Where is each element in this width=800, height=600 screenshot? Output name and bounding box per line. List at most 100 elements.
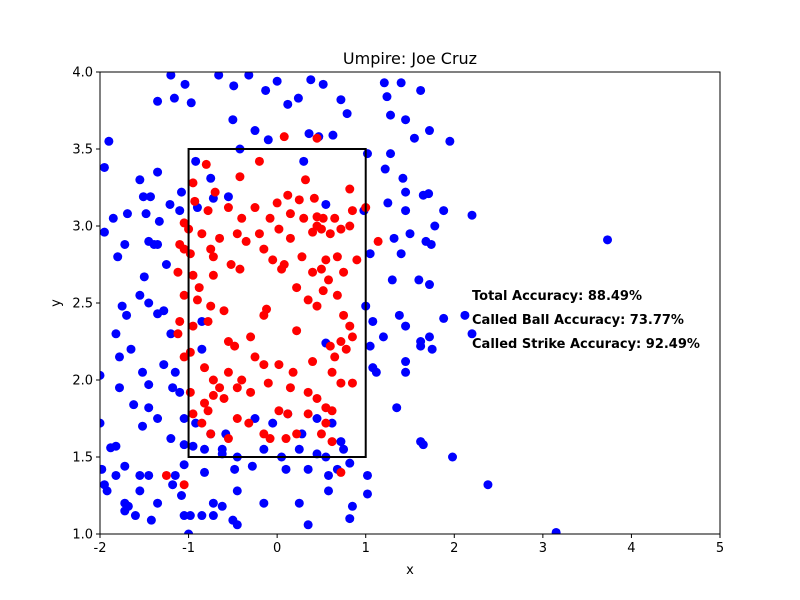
strike-point-90 — [330, 352, 340, 362]
ball-point-124 — [179, 414, 189, 423]
y-tick-label-0: 1.0 — [72, 528, 93, 543]
ball-point-158 — [120, 461, 130, 471]
strike-point-134 — [265, 434, 275, 444]
strike-point-28 — [197, 229, 207, 239]
accuracy-annotations: Total Accuracy: 88.49% Called Ball Accura… — [472, 289, 700, 352]
ball-point-143 — [188, 441, 198, 451]
strike-point-1 — [312, 133, 322, 143]
strike-point-102 — [308, 357, 318, 367]
ball-point-188 — [347, 501, 357, 511]
x-tick-label-5: 3 — [539, 541, 547, 556]
ball-point-161 — [170, 470, 180, 480]
ball-point-100 — [467, 329, 477, 339]
strike-point-24 — [330, 213, 340, 223]
strike-point-99 — [259, 360, 269, 370]
strike-point-20 — [285, 209, 295, 219]
strike-point-39 — [336, 224, 346, 234]
ball-point-46 — [424, 189, 434, 199]
strike-point-137 — [336, 467, 346, 477]
strike-point-34 — [285, 233, 295, 243]
strike-point-2 — [201, 159, 211, 169]
ball-point-166 — [281, 464, 291, 474]
y-tick-label-2: 2.0 — [72, 374, 93, 389]
ball-point-125 — [191, 418, 201, 428]
strike-point-30 — [232, 229, 242, 239]
ball-point-62 — [401, 206, 411, 216]
ball-point-19 — [250, 126, 260, 136]
ball-point-164 — [230, 464, 240, 474]
ball-point-119 — [114, 383, 124, 393]
strike-point-16 — [223, 203, 233, 213]
ball-point-185 — [259, 498, 269, 508]
strike-point-37 — [316, 224, 326, 234]
chart-title: Umpire: Joe Cruz — [343, 49, 477, 68]
ball-point-84 — [122, 310, 132, 320]
y-tick-label-3: 2.5 — [72, 297, 93, 312]
ball-point-103 — [126, 344, 136, 354]
ball-point-89 — [166, 329, 176, 339]
ball-point-0 — [166, 72, 176, 80]
strike-point-10 — [294, 195, 304, 205]
strike-point-0 — [279, 132, 289, 142]
ball-point-191 — [120, 506, 130, 516]
ball-point-24 — [342, 109, 352, 119]
accuracy-annotation-0: Total Accuracy: 88.49% — [472, 289, 642, 304]
strike-point-107 — [200, 398, 210, 408]
ball-point-79 — [387, 275, 397, 285]
strike-point-98 — [250, 352, 260, 362]
ball-point-90 — [197, 316, 207, 326]
ball-point-71 — [139, 272, 149, 282]
strike-point-52 — [321, 255, 331, 265]
strike-point-48 — [259, 244, 269, 254]
strike-point-92 — [185, 347, 195, 357]
strike-point-47 — [226, 260, 236, 269]
ball-point-141 — [166, 434, 176, 444]
strike-point-58 — [208, 270, 218, 280]
ball-point-81 — [424, 280, 434, 290]
ball-point-78 — [426, 239, 436, 249]
strike-point-79 — [175, 316, 185, 326]
strike-point-32 — [254, 229, 264, 239]
ball-point-67 — [113, 252, 123, 262]
strike-point-119 — [197, 418, 207, 428]
strike-point-11 — [309, 193, 319, 203]
ball-point-101 — [111, 329, 121, 339]
strike-point-56 — [188, 270, 198, 280]
ball-point-14 — [396, 78, 406, 88]
ball-point-111 — [365, 341, 375, 351]
ball-point-1 — [180, 79, 190, 89]
ball-point-49 — [122, 209, 132, 219]
ball-point-95 — [401, 321, 411, 331]
strike-point-67 — [318, 286, 328, 296]
strike-point-40 — [345, 221, 355, 231]
ball-point-192 — [130, 511, 140, 521]
ball-point-199 — [345, 514, 355, 524]
ball-point-5 — [244, 72, 254, 80]
strike-point-6 — [210, 187, 220, 197]
ball-point-13 — [379, 78, 389, 88]
strike-point-70 — [192, 295, 202, 305]
strike-point-8 — [283, 190, 293, 200]
y-tick-label-1: 1.5 — [72, 451, 93, 466]
ball-point-176 — [135, 486, 145, 496]
ball-point-86 — [144, 298, 154, 308]
strike-point-43 — [179, 244, 189, 254]
ball-point-88 — [159, 306, 169, 316]
ball-point-162 — [179, 460, 189, 470]
strike-point-80 — [173, 329, 183, 339]
ball-point-200 — [551, 527, 561, 534]
ball-point-120 — [129, 400, 139, 410]
strike-point-115 — [312, 393, 322, 403]
strike-point-60 — [277, 264, 287, 274]
ball-point-36 — [191, 156, 201, 166]
strike-point-85 — [246, 332, 256, 342]
ball-point-121 — [144, 403, 154, 413]
strike-point-83 — [223, 337, 233, 346]
strike-point-78 — [347, 332, 357, 342]
ball-point-99 — [460, 310, 470, 320]
ball-point-23 — [328, 130, 338, 140]
strike-point-111 — [246, 387, 256, 397]
strike-point-113 — [285, 383, 295, 393]
strike-point-82 — [203, 316, 213, 326]
